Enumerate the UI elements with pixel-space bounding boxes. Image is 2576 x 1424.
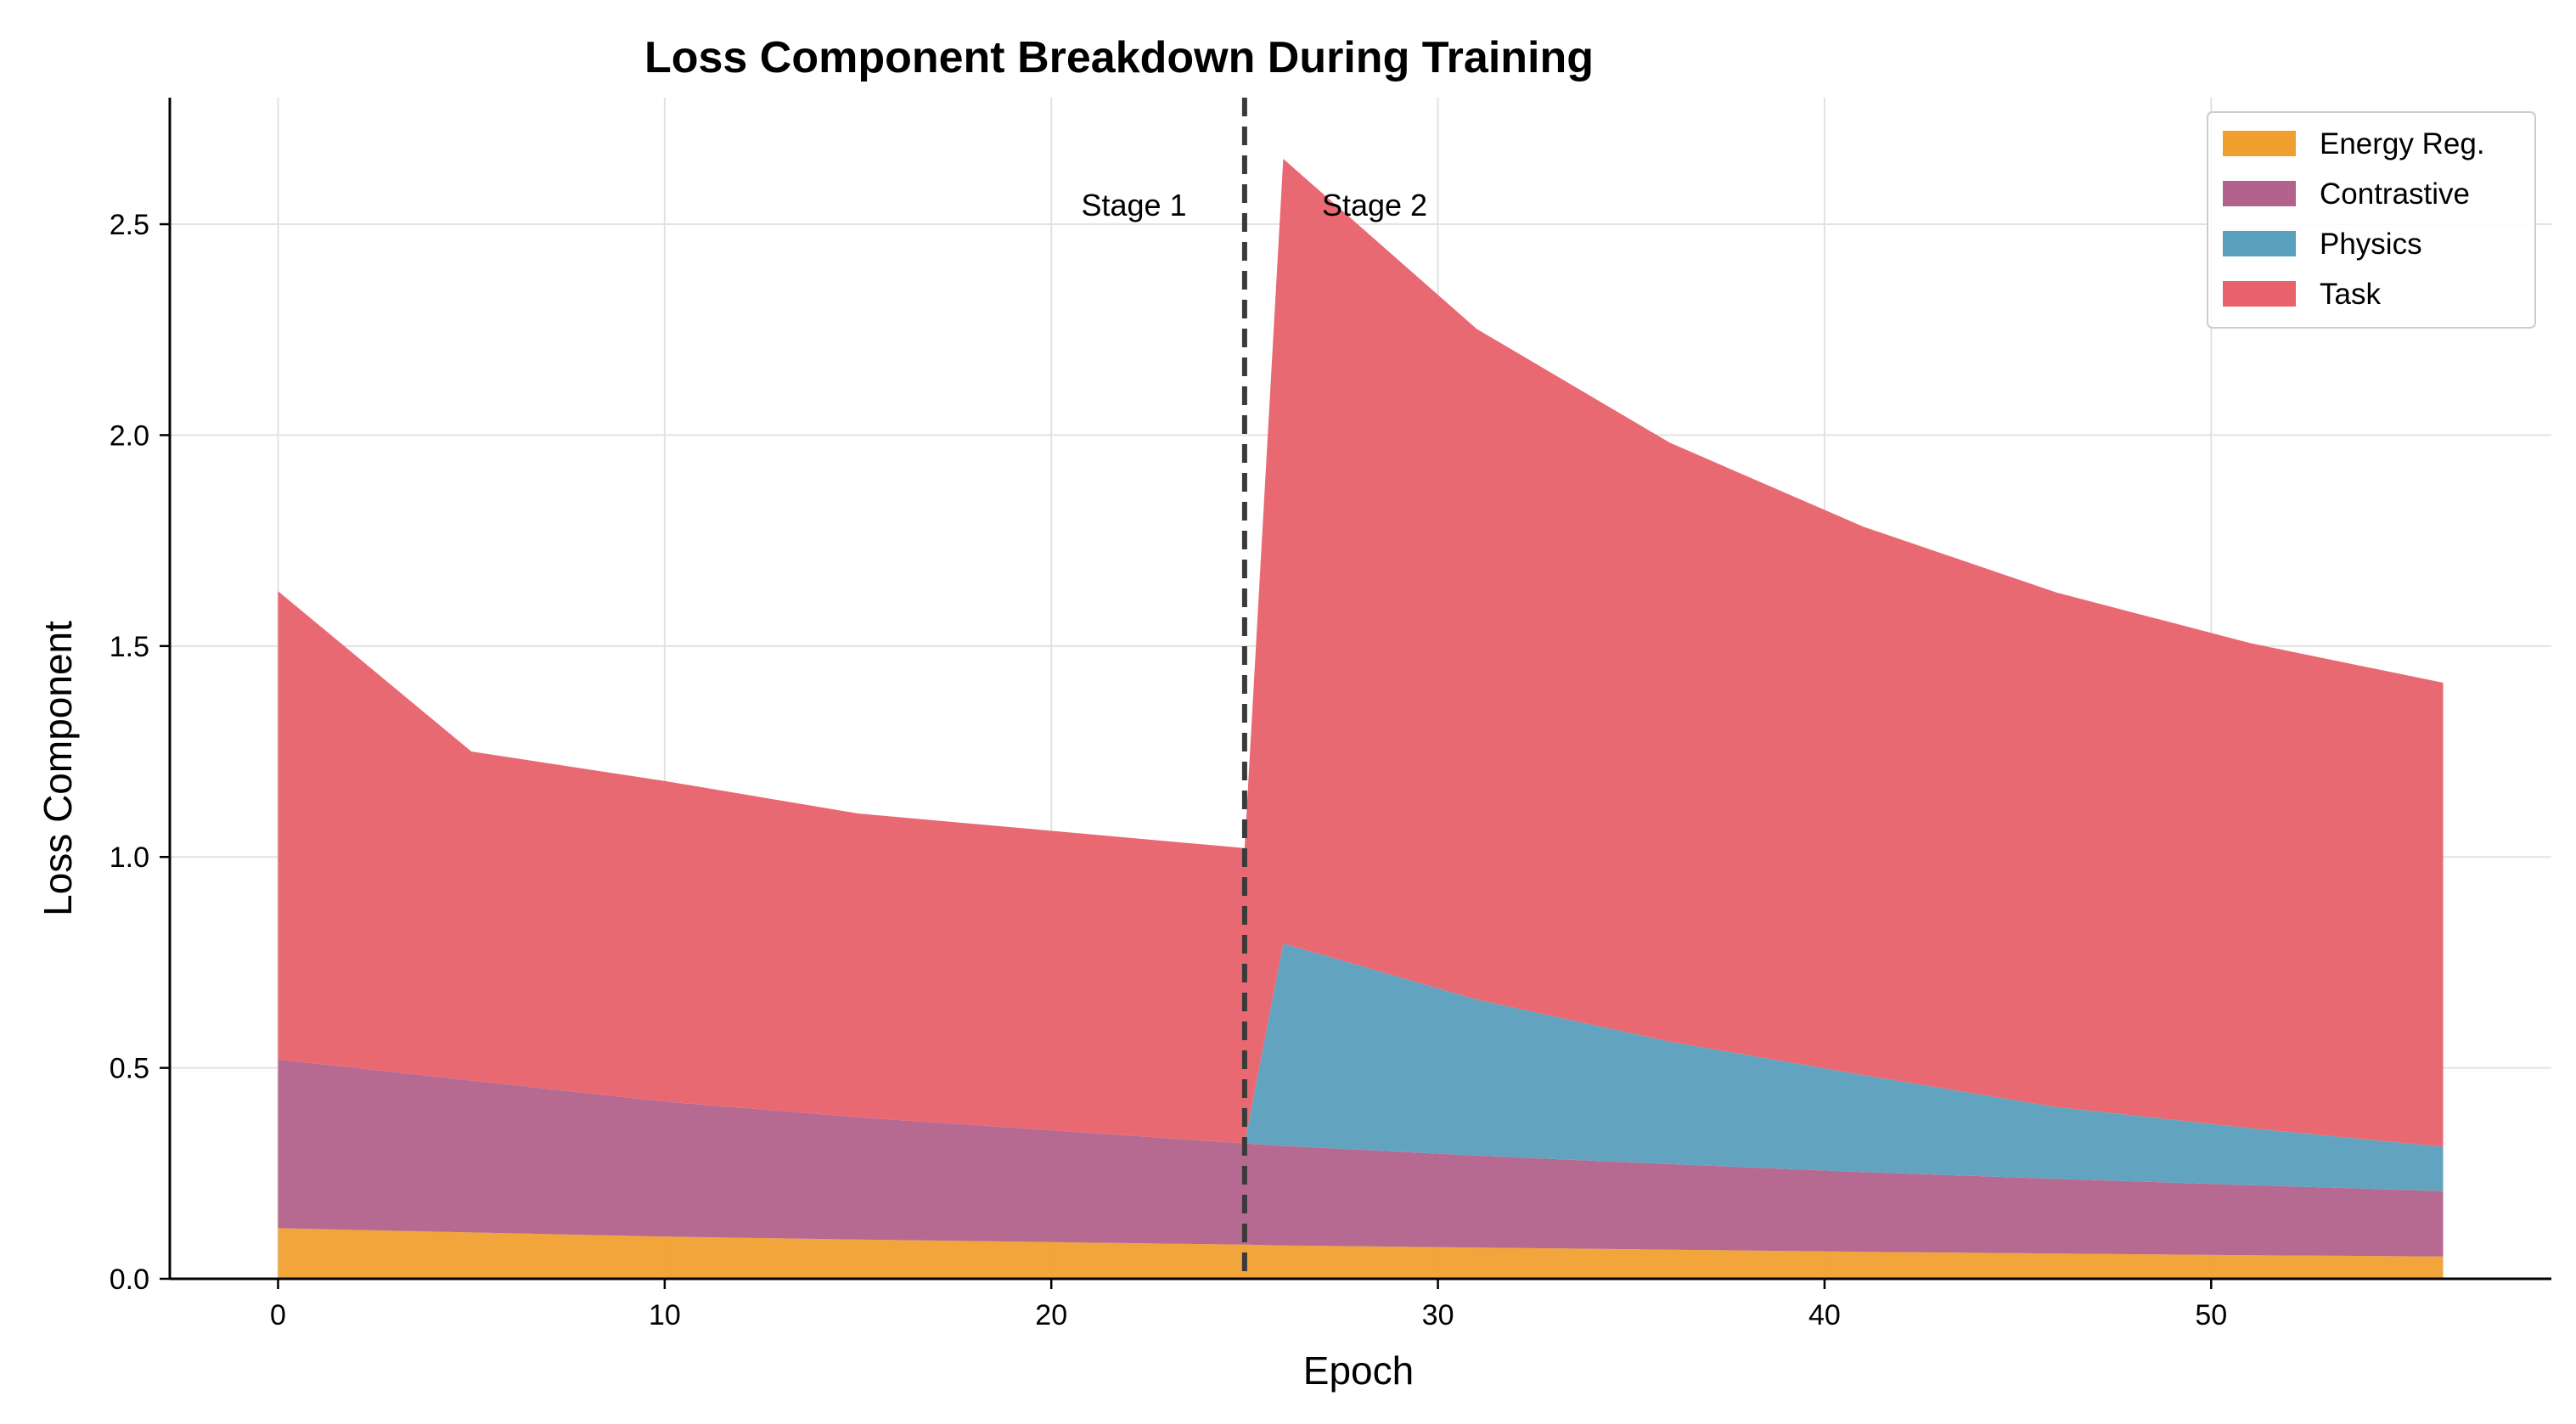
area-contrastive	[278, 1059, 2444, 1257]
area-physics	[278, 943, 2444, 1191]
axes: 0 10 20 30 40 50 0.0 0.5 1.0 1.5 2.0 2.5	[110, 98, 2551, 1331]
legend-swatch	[2223, 281, 2296, 307]
x-axis-title: Epoch	[1303, 1348, 1414, 1393]
y-tick-label: 0.5	[110, 1053, 149, 1085]
x-tick-label: 50	[2195, 1299, 2227, 1331]
x-tick-label: 40	[1808, 1299, 1841, 1331]
legend-swatch	[2223, 131, 2296, 156]
area-energy-reg	[278, 1228, 2444, 1279]
annotations: Stage 1 Stage 2	[1081, 98, 1427, 1279]
legend-label: Task	[2320, 278, 2381, 311]
stage-label: Stage 2	[1322, 188, 1427, 222]
x-tick-label: 10	[649, 1299, 681, 1331]
y-tick-label: 2.5	[110, 209, 149, 241]
area-series-group	[278, 159, 2444, 1279]
legend-label: Physics	[2320, 228, 2422, 261]
stage-label: Stage 1	[1081, 188, 1186, 222]
y-axis-title: Loss Component	[36, 621, 80, 916]
y-tick-label: 1.5	[110, 631, 149, 663]
legend-label: Energy Reg.	[2320, 127, 2485, 160]
legend: Energy Reg. Contrastive Physics Task	[2207, 111, 2536, 329]
legend-label: Contrastive	[2320, 177, 2470, 211]
chart-title: Loss Component Breakdown During Training	[644, 33, 1594, 82]
x-tick-label: 0	[270, 1299, 286, 1331]
legend-box	[2207, 111, 2536, 329]
x-tick-label: 20	[1035, 1299, 1067, 1331]
x-tick-label: 30	[1422, 1299, 1454, 1331]
y-tick-label: 1.0	[110, 841, 149, 874]
legend-swatch	[2223, 181, 2296, 206]
y-tick-label: 0.0	[110, 1264, 149, 1296]
legend-swatch	[2223, 231, 2296, 256]
y-tick-label: 2.0	[110, 419, 149, 452]
area-task	[278, 159, 2444, 1147]
